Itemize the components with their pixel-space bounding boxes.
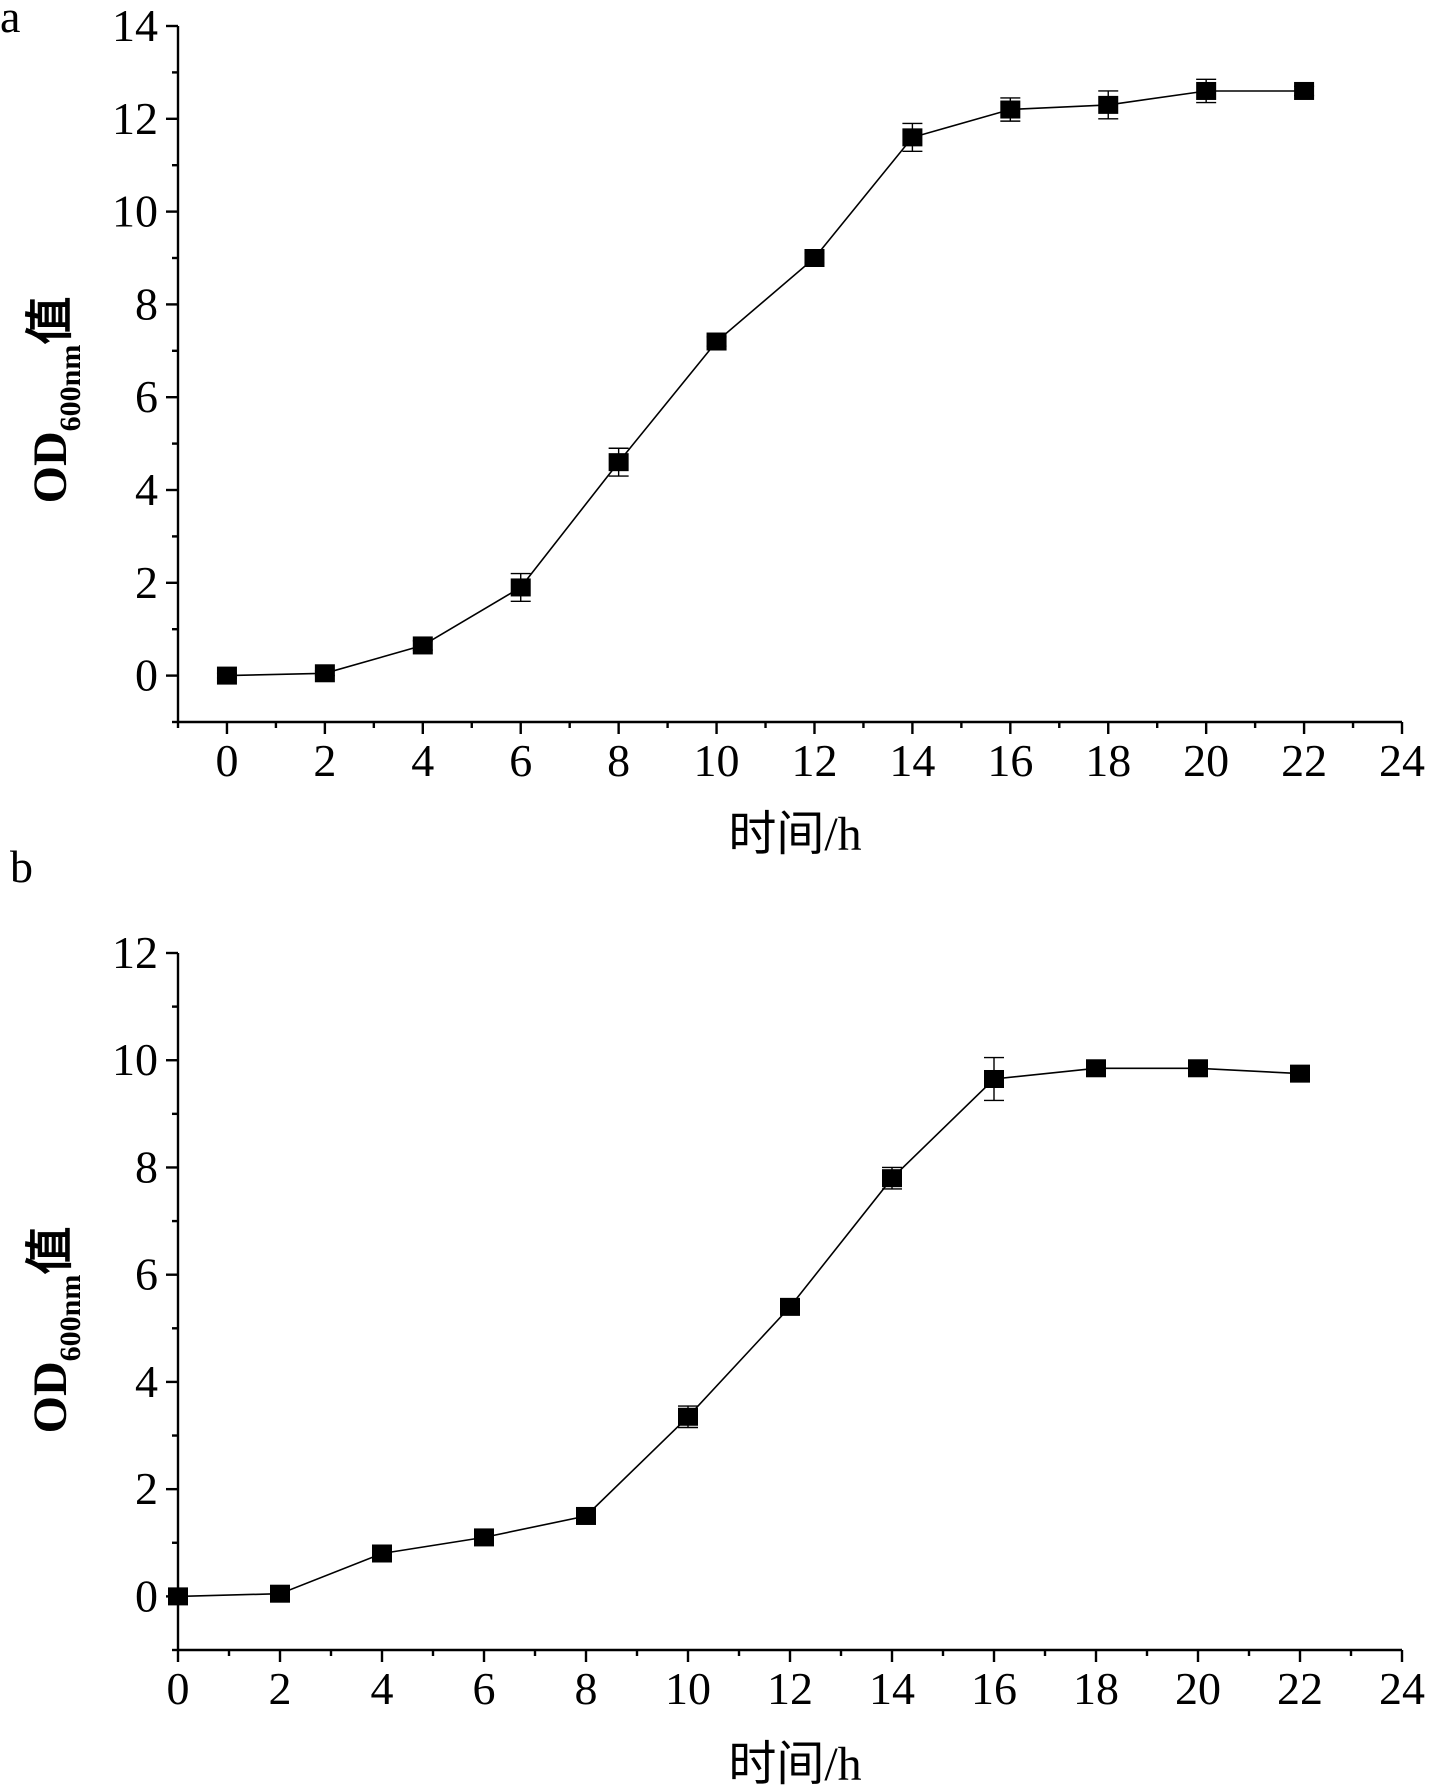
panel-a-x-axis-title: 时间/h [728,808,861,861]
data-point-marker [1086,1059,1106,1078]
x-tick-label: 14 [889,735,935,786]
panel-b-x-axis-title: 时间/h [728,1738,861,1791]
x-tick-label: 10 [694,735,740,786]
data-point-marker [1188,1059,1208,1078]
x-tick-label: 8 [575,1663,598,1714]
data-point-marker [1098,95,1119,114]
panel-b-ylabel-sub: 600nm [54,1275,87,1362]
data-point-marker [576,1506,596,1525]
x-tick-label: 0 [215,735,238,786]
data-point-marker [510,578,531,597]
x-tick-label: 16 [987,735,1033,786]
y-tick-label: 10 [112,1034,158,1085]
data-point-marker [804,249,825,267]
data-point-marker [412,636,433,655]
data-point-marker [608,453,629,472]
y-tick-label: 12 [112,93,158,144]
x-tick-label: 8 [607,735,630,786]
data-point-marker [372,1544,392,1563]
panel-b-ylabel-suffix: 值 [24,1227,77,1275]
series-line [177,1067,1301,1598]
panel-a-label: a [0,0,20,42]
y-tick-label: 12 [112,927,158,978]
panel-b-y-axis-title: OD600nm值 [24,1227,87,1434]
data-point-marker [1196,81,1217,100]
x-tick-label: 2 [313,735,336,786]
panel-b-series [168,1056,1310,1606]
y-tick-label: 6 [135,371,158,422]
x-tick-label: 18 [1085,735,1131,786]
data-point-marker [902,128,923,147]
x-tick-label: 16 [971,1663,1017,1714]
x-tick-label: 20 [1175,1663,1221,1714]
panel-a-ylabel-sub: 600nm [54,345,87,432]
x-tick-label: 18 [1073,1663,1119,1714]
data-point-marker [1294,81,1315,100]
data-point-marker [216,666,237,685]
x-tick-label: 12 [791,735,837,786]
y-tick-label: 4 [135,1356,158,1407]
x-tick-label: 24 [1379,1663,1425,1714]
series-line [226,90,1305,677]
y-tick-label: 10 [112,186,158,237]
x-tick-label: 10 [665,1663,711,1714]
data-point-marker [1000,100,1021,119]
x-tick-label: 12 [767,1663,813,1714]
x-tick-label: 6 [509,735,532,786]
data-point-marker [1290,1064,1310,1083]
x-tick-label: 24 [1379,735,1425,786]
y-tick-label: 2 [135,557,158,608]
y-tick-label: 0 [135,1570,158,1621]
data-point-marker [168,1587,188,1606]
y-tick-label: 8 [135,278,158,329]
x-tick-label: 14 [869,1663,915,1714]
data-point-marker [882,1169,902,1188]
x-tick-label: 22 [1277,1663,1323,1714]
x-tick-label: 6 [473,1663,496,1714]
y-tick-label: 0 [135,650,158,701]
x-tick-label: 0 [167,1663,190,1714]
data-point-marker [270,1584,290,1603]
data-point-marker [984,1069,1004,1088]
x-tick-label: 20 [1183,735,1229,786]
x-tick-label: 4 [411,735,434,786]
svg-text:OD600nm值: OD600nm值 [24,1227,87,1434]
x-tick-label: 22 [1281,735,1327,786]
data-point-marker [678,1407,698,1426]
data-point-marker [706,332,727,351]
svg-text:OD600nm值: OD600nm值 [24,297,87,504]
data-point-marker [314,664,335,683]
y-tick-label: 14 [112,0,158,51]
y-tick-label: 2 [135,1463,158,1514]
x-tick-label: 2 [269,1663,292,1714]
panel-a-y-axis-title: OD600nm值 [24,297,87,504]
y-tick-label: 6 [135,1249,158,1300]
y-tick-label: 8 [135,1141,158,1192]
x-tick-label: 4 [371,1663,394,1714]
y-tick-label: 4 [135,464,158,515]
panel-a-ylabel-main: OD [24,431,77,503]
data-point-marker [780,1297,800,1316]
data-point-marker [474,1528,494,1547]
panel-b-label: b [10,841,33,892]
panel-a-ylabel-suffix: 值 [24,297,77,345]
panel-a-series [216,78,1315,685]
panel-b-ylabel-main: OD [24,1361,77,1433]
